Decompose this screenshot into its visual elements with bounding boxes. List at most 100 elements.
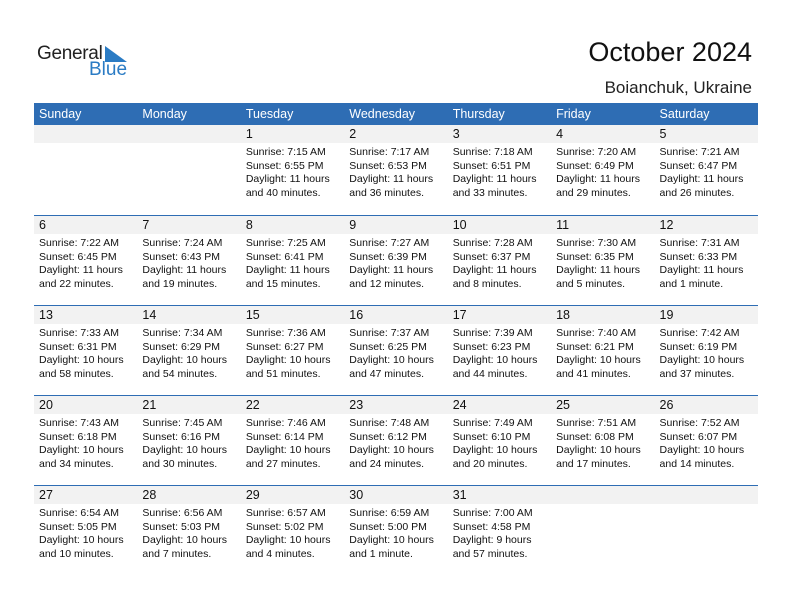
day-number: 10 <box>452 218 467 232</box>
sunset-text: Sunset: 6:16 PM <box>142 430 221 443</box>
sunset-text: Sunset: 6:45 PM <box>39 250 117 263</box>
logo-general: General <box>37 43 103 64</box>
logo: General Blue <box>37 43 132 83</box>
day-cell: 30 Sunrise: 6:59 AM Sunset: 5:00 PM Dayligh… <box>344 486 447 561</box>
day-number: 13 <box>39 308 53 322</box>
day-cell: 28 Sunrise: 6:56 AM Sunset: 5:03 PM Dayligh… <box>137 486 240 561</box>
calendar: Sunday Monday Tuesday Wednesday Thursday Frid… <box>34 103 758 575</box>
day-number: 11 <box>556 218 570 232</box>
sunset-text: Sunset: 6:49 PM <box>556 159 634 172</box>
sunset-text: Sunset: 6:21 PM <box>556 340 634 353</box>
daylight-text: Daylight: 10 hours <box>349 534 434 546</box>
date-band <box>34 306 758 324</box>
day-cell: 11 Sunrise: 7:30 AM Sunset: 6:35 PM Dayligh… <box>551 216 654 291</box>
sunset-text: Sunset: 5:02 PM <box>245 520 324 533</box>
daylight-minutes-text: and 10 minutes. <box>39 547 114 560</box>
daylight-text: Daylight: 11 hours <box>245 173 330 185</box>
daylight-minutes-text: and 8 minutes. <box>452 277 522 290</box>
sunrise-text: Sunrise: 7:25 AM <box>245 237 326 249</box>
sunset-text: Sunset: 6:53 PM <box>349 159 427 172</box>
daylight-text: Daylight: 11 hours <box>142 264 227 276</box>
sunset-text: Sunset: 5:03 PM <box>142 520 221 533</box>
day-number: 14 <box>142 308 157 322</box>
daylight-minutes-text: and 37 minutes. <box>659 367 735 380</box>
daylight-minutes-text: and 19 minutes. <box>142 277 218 290</box>
day-cell: 19 Sunrise: 7:42 AM Sunset: 6:19 PM Dayligh… <box>655 306 758 381</box>
day-number: 6 <box>39 218 46 232</box>
sunset-text: Sunset: 6:43 PM <box>142 250 221 263</box>
day-cell: 22 Sunrise: 7:46 AM Sunset: 6:14 PM Dayligh… <box>241 396 344 471</box>
day-number: 26 <box>659 398 674 412</box>
day-number: 22 <box>245 398 260 412</box>
day-number: 31 <box>452 488 467 502</box>
date-band <box>34 125 758 143</box>
day-number: 24 <box>452 398 467 412</box>
day-number: 29 <box>245 488 260 502</box>
sunrise-text: Sunrise: 7:51 AM <box>556 417 637 429</box>
daylight-minutes-text: and 12 minutes. <box>349 277 424 290</box>
daylight-minutes-text: and 36 minutes. <box>349 186 424 199</box>
sunrise-text: Sunrise: 7:20 AM <box>556 146 637 158</box>
week-row: 6 Sunrise: 7:22 AM Sunset: 6:45 PM Daylight… <box>34 215 758 305</box>
sunrise-text: Sunrise: 6:57 AM <box>245 507 326 519</box>
day-cell: 16 Sunrise: 7:37 AM Sunset: 6:25 PM Dayligh… <box>344 306 447 381</box>
empty-cell <box>137 125 240 200</box>
day-number: 27 <box>39 488 53 502</box>
daylight-minutes-text: and 1 minute. <box>349 547 413 560</box>
weekday-wednesday: Wednesday <box>349 107 416 121</box>
day-number: 2 <box>349 127 357 141</box>
day-cell: 9 Sunrise: 7:27 AM Sunset: 6:39 PM Daylight… <box>344 216 447 291</box>
sunset-text: Sunset: 6:14 PM <box>245 430 324 443</box>
sunset-text: Sunset: 6:31 PM <box>39 340 117 353</box>
date-band <box>34 486 758 504</box>
day-cell: 27 Sunrise: 6:54 AM Sunset: 5:05 PM Dayligh… <box>34 486 137 561</box>
daylight-text: Daylight: 11 hours <box>659 173 744 185</box>
daylight-text: Daylight: 10 hours <box>245 354 331 366</box>
sunrise-text: Sunrise: 7:36 AM <box>245 327 326 339</box>
sunrise-text: Sunrise: 7:48 AM <box>349 417 430 429</box>
day-number: 23 <box>349 398 364 412</box>
daylight-text: Daylight: 11 hours <box>349 173 434 185</box>
date-band <box>34 396 758 414</box>
daylight-minutes-text: and 44 minutes. <box>452 367 528 380</box>
empty-cell <box>34 125 137 200</box>
sunset-text: Sunset: 6:39 PM <box>349 250 427 263</box>
day-cell: 10 Sunrise: 7:28 AM Sunset: 6:37 PM Dayligh… <box>448 216 551 291</box>
daylight-minutes-text: and 41 minutes. <box>556 367 631 380</box>
daylight-minutes-text: and 29 minutes. <box>556 186 631 199</box>
day-number: 28 <box>142 488 157 502</box>
sunrise-text: Sunrise: 7:40 AM <box>556 327 637 339</box>
day-number: 19 <box>659 308 674 322</box>
daylight-minutes-text: and 17 minutes. <box>556 457 631 470</box>
sunset-text: Sunset: 6:29 PM <box>142 340 221 353</box>
day-cell: 24 Sunrise: 7:49 AM Sunset: 6:10 PM Dayligh… <box>448 396 551 471</box>
sunset-text: Sunset: 6:18 PM <box>39 430 117 443</box>
sunrise-text: Sunrise: 7:37 AM <box>349 327 430 339</box>
daylight-text: Daylight: 10 hours <box>659 354 745 366</box>
week-row: 20 Sunrise: 7:43 AM Sunset: 6:18 PM Dayligh… <box>34 395 758 485</box>
sunrise-text: Sunrise: 6:56 AM <box>142 507 223 519</box>
daylight-text: Daylight: 11 hours <box>556 264 640 276</box>
daylight-text: Daylight: 10 hours <box>245 534 331 546</box>
day-number: 21 <box>142 398 157 412</box>
day-cell: 15 Sunrise: 7:36 AM Sunset: 6:27 PM Dayligh… <box>241 306 344 381</box>
day-cell: 8 Sunrise: 7:25 AM Sunset: 6:41 PM Daylight… <box>241 216 344 291</box>
daylight-text: Daylight: 10 hours <box>39 534 124 546</box>
day-number: 16 <box>349 308 364 322</box>
sunset-text: Sunset: 6:12 PM <box>349 430 427 443</box>
week-row: 13 Sunrise: 7:33 AM Sunset: 6:31 PM Dayligh… <box>34 305 758 395</box>
sunrise-text: Sunrise: 7:49 AM <box>452 417 533 429</box>
sunset-text: Sunset: 6:33 PM <box>659 250 738 263</box>
day-cell: 26 Sunrise: 7:52 AM Sunset: 6:07 PM Dayligh… <box>655 396 758 471</box>
daylight-minutes-text: and 30 minutes. <box>142 457 218 470</box>
sunset-text: Sunset: 4:58 PM <box>452 520 531 533</box>
sunset-text: Sunset: 5:05 PM <box>39 520 117 533</box>
daylight-text: Daylight: 10 hours <box>349 354 434 366</box>
day-number: 8 <box>245 218 253 232</box>
daylight-text: Daylight: 10 hours <box>452 354 538 366</box>
daylight-minutes-text: and 58 minutes. <box>39 367 114 380</box>
daylight-minutes-text: and 5 minutes. <box>556 277 625 290</box>
day-cell: 17 Sunrise: 7:39 AM Sunset: 6:23 PM Dayligh… <box>448 306 551 381</box>
daylight-text: Daylight: 10 hours <box>452 444 538 456</box>
day-cell: 12 Sunrise: 7:31 AM Sunset: 6:33 PM Dayligh… <box>655 216 758 291</box>
